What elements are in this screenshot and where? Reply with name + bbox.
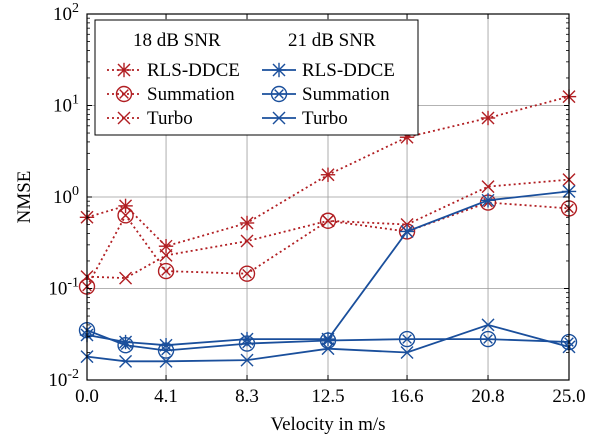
data-point [479, 330, 497, 348]
data-point [481, 318, 495, 332]
data-point [320, 167, 336, 182]
legend-label: Summation [302, 84, 390, 105]
legend-entry: RLS-DDCE [262, 60, 395, 81]
data-point [319, 332, 337, 349]
series-2 [80, 173, 576, 285]
legend-label: Turbo [302, 108, 348, 129]
data-point [480, 193, 496, 208]
x-tick-label: 25.0 [552, 386, 585, 407]
data-point [117, 207, 134, 224]
y-tick-label: 10-2 [48, 367, 79, 391]
y-tick-label: 100 [53, 184, 79, 208]
x-tick-label: 4.1 [154, 386, 178, 407]
data-point [239, 215, 255, 231]
data-point [320, 331, 336, 347]
data-point [159, 248, 173, 262]
legend-entry: Turbo [107, 108, 193, 129]
data-point [158, 238, 174, 254]
legend-entry: Summation [262, 84, 390, 105]
x-axis-label: Velocity in m/s [270, 414, 385, 435]
data-point [117, 337, 134, 354]
legend-box [94, 19, 419, 136]
data-point [119, 271, 133, 285]
y-tick-label: 101 [53, 93, 79, 117]
data-point [240, 234, 254, 248]
data-point [480, 110, 496, 126]
x-tick-label: 16.6 [390, 386, 423, 407]
data-point [157, 342, 175, 359]
legend-entry: RLS-DDCE [107, 60, 240, 81]
data-point [238, 335, 256, 352]
legend-group-title: 18 dB SNR [133, 30, 221, 51]
legend-label: Turbo [147, 108, 193, 129]
data-point [400, 345, 414, 359]
legend: 18 dB SNR RLS-DDCE Summation Turbo 21 dB SNR… [94, 19, 419, 136]
legend-label: Summation [147, 84, 235, 105]
y-tick-label: 10-1 [48, 276, 79, 300]
x-tick-label: 20.8 [471, 386, 504, 407]
data-point [118, 334, 133, 350]
data-point [159, 354, 173, 368]
y-tick-label: 102 [53, 1, 79, 25]
legend-label: RLS-DDCE [147, 60, 240, 81]
y-axis-label: NMSE [14, 171, 35, 224]
legend-entry: Summation [107, 84, 235, 105]
series-layer [78, 89, 578, 368]
series-line [86, 323, 570, 363]
x-tick-label: 12.5 [311, 386, 344, 407]
data-point [481, 180, 495, 194]
legend-group-title: 21 dB SNR [288, 30, 376, 51]
data-point [118, 198, 133, 214]
data-point [399, 224, 415, 239]
data-point [119, 354, 133, 368]
data-point [321, 342, 335, 356]
x-tick-label: 8.3 [235, 386, 259, 407]
data-point [240, 353, 254, 367]
series-5 [80, 318, 576, 368]
axis-ticks: 0.0 4.1 8.3 12.5 16.6 20.8 25.0 10-2 10-1 100 101 1… [48, 1, 585, 407]
legend-entry: Turbo [262, 108, 348, 129]
data-point [157, 262, 175, 280]
data-point [238, 265, 256, 282]
legend-label: RLS-DDCE [302, 60, 395, 81]
data-point [321, 214, 335, 228]
x-tick-label: 0.0 [75, 386, 99, 407]
data-point [398, 330, 416, 348]
series-line [86, 178, 570, 280]
